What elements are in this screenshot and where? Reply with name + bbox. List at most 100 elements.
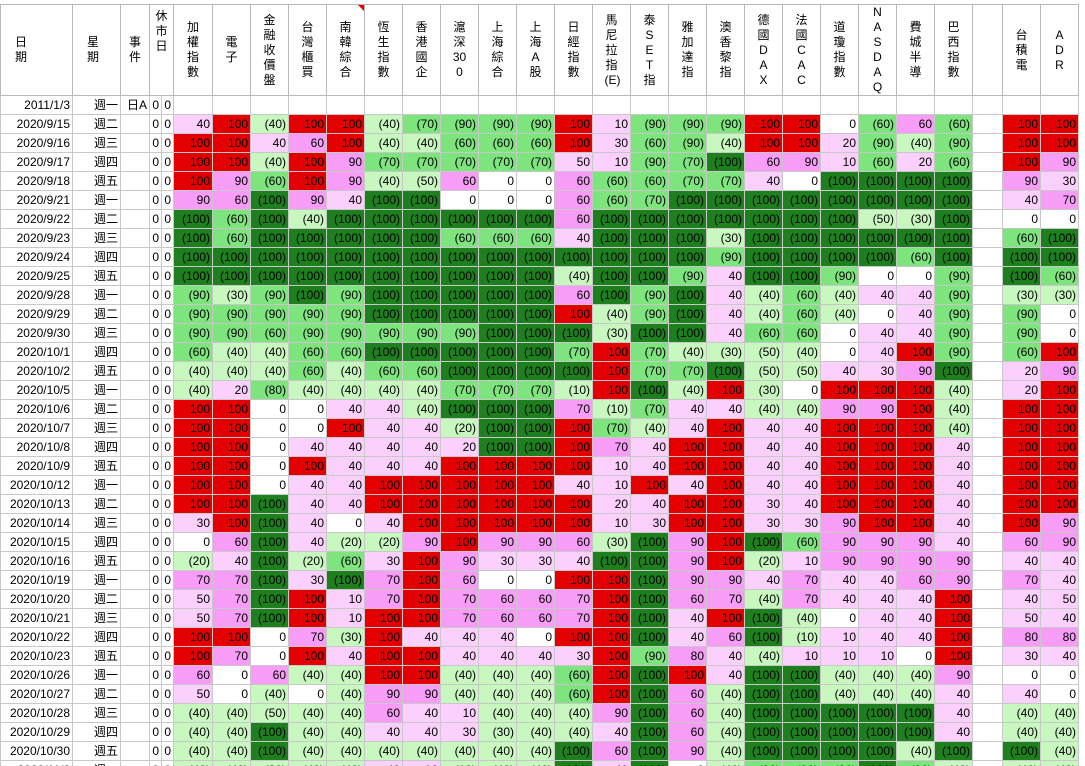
date-cell[interactable]: 2020/9/17 [0,152,73,172]
value-cell[interactable]: (60) [630,171,669,191]
value-cell[interactable]: (100) [896,228,935,248]
value-cell[interactable]: (100) [478,266,517,286]
value-cell[interactable]: (50) [402,171,441,191]
value-cell[interactable]: (60) [516,228,555,248]
value-cell[interactable]: (100) [744,722,783,742]
value-cell[interactable]: 100 [212,437,251,457]
value-cell[interactable]: 100 [1040,380,1079,400]
value-cell[interactable]: (40) [706,703,745,723]
weekday-cell[interactable]: 週四 [72,342,121,362]
value-cell[interactable]: 100 [212,627,251,647]
value-cell[interactable]: (100) [402,190,441,210]
value-cell[interactable]: (70) [668,171,707,191]
value-cell[interactable]: 100 [706,494,745,514]
value-cell[interactable]: (40) [364,133,403,153]
weekday-cell[interactable]: 週一 [72,190,121,210]
weekday-cell[interactable]: 週五 [72,741,121,761]
value-cell[interactable]: (70) [706,171,745,191]
flag-cell[interactable]: 0 [161,437,174,457]
value-cell[interactable]: (100) [668,228,707,248]
event-cell[interactable] [120,399,150,419]
value-cell[interactable]: (40) [516,665,555,685]
value-cell[interactable]: 40 [326,475,365,495]
flag-cell[interactable]: 0 [161,722,174,742]
value-cell[interactable]: 100 [364,627,403,647]
value-cell[interactable]: (100) [402,209,441,229]
value-cell[interactable]: (100) [782,741,821,761]
date-cell[interactable]: 2020/9/22 [0,209,73,229]
value-cell[interactable]: (100) [402,342,441,362]
value-cell[interactable]: (100) [478,399,517,419]
value-cell[interactable]: 100 [364,608,403,628]
value-cell[interactable]: 40 [820,361,859,381]
value-cell[interactable]: (40) [592,304,631,324]
date-cell[interactable]: 2020/10/28 [0,703,73,723]
value-cell[interactable]: (100) [440,266,479,286]
value-cell[interactable]: 100 [896,437,935,457]
value-cell[interactable]: 0 [478,570,517,590]
value-cell[interactable]: 0 [440,190,479,210]
value-cell[interactable]: (40) [820,684,859,704]
value-cell[interactable] [972,380,1003,400]
value-cell[interactable]: (100) [820,722,859,742]
value-cell[interactable]: (100) [630,247,669,267]
value-cell[interactable]: 0 [478,171,517,191]
weekday-cell[interactable]: 週五 [72,646,121,666]
event-cell[interactable] [120,760,150,766]
value-cell[interactable]: (30) [744,380,783,400]
value-cell[interactable]: 50 [173,589,213,609]
value-cell[interactable]: (100) [402,285,441,305]
value-cell[interactable]: 10 [820,627,859,647]
event-cell[interactable] [120,532,150,552]
value-cell[interactable]: 100 [896,456,935,476]
value-cell[interactable]: (60) [782,323,821,343]
value-cell[interactable]: (100) [820,190,859,210]
value-cell[interactable]: 40 [326,494,365,514]
event-cell[interactable] [120,114,150,134]
value-cell[interactable] [972,437,1003,457]
value-cell[interactable]: 100 [326,418,365,438]
value-cell[interactable]: 100 [706,608,745,628]
value-cell[interactable]: 0 [250,627,289,647]
value-cell[interactable]: (100) [782,684,821,704]
value-cell[interactable]: (40) [1040,703,1079,723]
value-cell[interactable]: (100) [896,703,935,723]
holiday-cell[interactable]: 0 [149,323,162,343]
value-cell[interactable]: (40) [706,741,745,761]
value-cell[interactable]: 100 [706,532,745,552]
value-cell[interactable]: 100 [364,665,403,685]
empty-cell[interactable] [478,95,517,115]
value-cell[interactable]: (100) [630,722,669,742]
flag-cell[interactable]: 0 [161,646,174,666]
value-cell[interactable]: (100) [478,361,517,381]
value-cell[interactable]: 60 [212,532,251,552]
value-cell[interactable]: (100) [516,247,555,267]
value-cell[interactable]: 50 [173,684,213,704]
value-cell[interactable]: (40) [668,380,707,400]
value-cell[interactable]: (40) [402,380,441,400]
value-cell[interactable] [972,589,1003,609]
value-cell[interactable]: 40 [934,475,973,495]
value-cell[interactable]: 40 [706,285,745,305]
value-cell[interactable]: 100 [212,152,251,172]
value-cell[interactable]: 90 [1040,513,1079,533]
value-cell[interactable]: (20) [440,418,479,438]
value-cell[interactable]: 0 [858,304,897,324]
value-cell[interactable]: (30) [592,323,631,343]
value-cell[interactable]: (40) [744,304,783,324]
value-cell[interactable] [972,665,1003,685]
weekday-cell[interactable]: 週二 [72,399,121,419]
flag-cell[interactable]: 0 [161,304,174,324]
value-cell[interactable]: 30 [173,513,213,533]
value-cell[interactable]: (90) [820,266,859,286]
flag-cell[interactable]: 0 [161,741,174,761]
value-cell[interactable]: 100 [402,513,441,533]
date-cell[interactable]: 2020/10/6 [0,399,73,419]
value-cell[interactable]: (20) [173,551,213,571]
value-cell[interactable]: (40) [326,722,365,742]
value-cell[interactable]: (30) [212,285,251,305]
value-cell[interactable]: (40) [858,665,897,685]
value-cell[interactable]: (90) [288,304,327,324]
value-cell[interactable]: (100) [440,285,479,305]
value-cell[interactable]: 90 [668,532,707,552]
